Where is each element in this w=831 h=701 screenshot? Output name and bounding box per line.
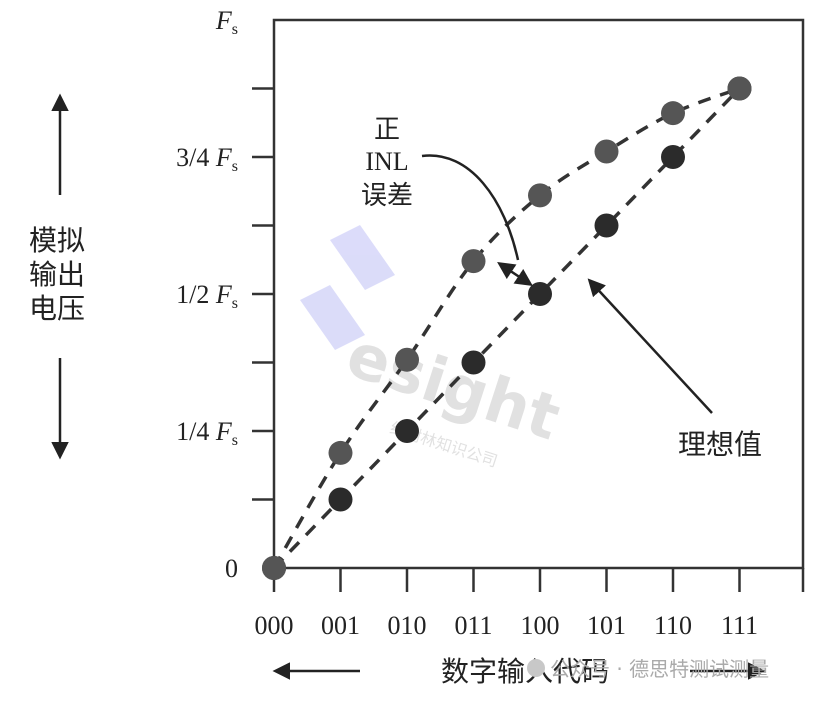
y-tick-label: 3/4 Fs [176,143,238,175]
y-axis: 0 1/4 Fs 1/2 Fs 3/4 Fs Fs [176,6,274,583]
ideal-annotation: 理想值 [678,428,762,461]
y-tick-label: Fs [215,6,238,38]
inl-annotation-line-3: 误差 [361,181,413,211]
ideal-data-point [661,145,685,169]
inl-data-point [661,101,685,126]
series-points [262,76,752,580]
ideal-data-point [328,487,353,512]
y-tick-label: 1/2 Fs [176,280,238,312]
inl-series-line [272,86,741,569]
inl-data-point [528,183,552,208]
x-tick-label: 101 [587,611,626,640]
inl-data-point [594,139,619,164]
ideal-data-point [395,419,419,443]
x-tick-label: 111 [721,611,758,640]
x-tick-label: 011 [454,611,492,640]
x-tick-label: 100 [521,611,560,640]
inl-data-point [727,76,752,101]
x-tick-label: 110 [654,611,692,640]
ylabel-line-1: 模拟 [29,224,85,257]
x-tick-label: 010 [388,611,427,640]
inl-data-point [262,556,286,580]
wechat-icon [527,659,545,677]
ideal-data-point [528,282,552,306]
inl-leader-line [421,154,520,261]
inl-annotation-line-2: INL [365,147,408,176]
inl-annotation-line-1: 正 [374,115,400,145]
inl-data-point [395,347,419,372]
inl-data-point [328,440,353,465]
y-tick-label: 1/4 Fs [176,417,238,449]
inl-double-arrow [497,262,533,286]
x-axis: 000 001 010 011 100 101 110 111 [255,568,805,640]
ideal-data-point [461,350,486,375]
y-tick-label: 0 [225,554,238,583]
ideal-arrow [587,278,713,414]
footer-watermark: 公众号 · 德思特测试测量 [550,657,769,681]
xlabel: 数字输入代码 [441,655,609,688]
ylabel-line-2: 输出 [29,258,85,291]
ylabel-line-3: 电压 [29,292,85,325]
watermark-logo: esight 红树林知识公司 [300,225,569,471]
ideal-data-point [594,213,619,238]
inl-data-point [461,249,486,274]
x-tick-label: 001 [321,611,360,640]
x-tick-label: 000 [255,611,294,640]
watermark-logo-text: esight [338,318,568,455]
